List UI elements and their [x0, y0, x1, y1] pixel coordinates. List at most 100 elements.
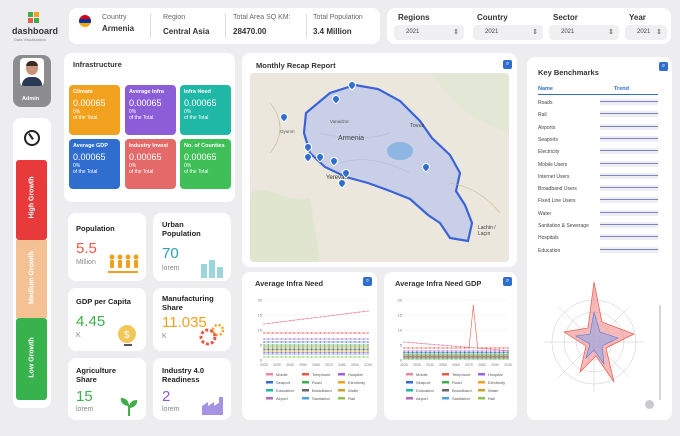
y-tick: 10	[258, 328, 263, 333]
kpi-urban-unit: lorem	[162, 265, 180, 272]
growth-low[interactable]: Low Growth	[16, 318, 47, 400]
x-tick: 2030	[273, 363, 281, 367]
legend-swatch	[478, 381, 485, 384]
infra-tile-name: Climate	[73, 89, 93, 95]
legend-swatch	[478, 397, 485, 400]
kpi-manufacturing-value: 11.035	[162, 314, 207, 331]
benchmark-row[interactable]: Airports	[538, 124, 556, 131]
legend-swatch	[338, 373, 345, 376]
country-info-card	[69, 8, 380, 44]
benchmark-row[interactable]: Water	[538, 210, 552, 217]
infra-tile[interactable]: Climate 0.00065 0% of the Total	[69, 85, 120, 135]
legend-swatch	[442, 381, 449, 384]
kpi-agriculture-title: Agriculture Share	[76, 366, 117, 384]
x-tick: 2090	[491, 363, 499, 367]
kpi-gdp-title: GDP per Capita	[76, 297, 131, 306]
infra-tile-name: No. of Counties	[184, 143, 225, 149]
filter-country-select[interactable]: 2021 ⇕	[473, 25, 543, 40]
map-label-tovuz: Tovuz	[410, 123, 425, 129]
benchmark-row[interactable]: Hospitals	[538, 235, 559, 242]
infrastructure-title: Infrastructure	[73, 60, 122, 69]
kpi-industry-title: Industry 4.0 Readiness	[162, 366, 205, 384]
legend-label: Hospital	[488, 372, 503, 377]
legend-swatch	[406, 381, 413, 384]
zoom-icon[interactable]: ⌕	[363, 277, 372, 286]
benchmark-row[interactable]: Rail	[538, 112, 547, 119]
filter-country-label: Country	[477, 13, 508, 22]
sprout-icon	[118, 396, 140, 416]
zoom-icon[interactable]: ⌕	[503, 60, 512, 69]
y-tick: 15	[258, 313, 263, 318]
y-tick: 10	[398, 328, 403, 333]
radar-slider-handle[interactable]	[645, 400, 654, 409]
infra-tile-value: 0.00065	[129, 152, 162, 162]
infra-tile[interactable]: Average Infra 0.00065 0% of the Total	[125, 85, 176, 135]
radar-slider-track[interactable]	[659, 305, 661, 400]
filter-sector-select[interactable]: 2021 ⇕	[549, 25, 619, 40]
filter-regions-select[interactable]: 2021 ⇕	[394, 25, 464, 40]
benchmark-row[interactable]: Roads	[538, 100, 553, 106]
kpi-gdp-unit: K	[76, 332, 81, 339]
benchmark-radar	[544, 281, 644, 392]
infra-tile[interactable]: Industry Invest 0.00065 0% of the Total	[125, 139, 176, 189]
benchmark-row[interactable]: Internet Users	[538, 173, 570, 180]
benchmark-trend-sparkline	[600, 222, 658, 228]
benchmark-row[interactable]: Electricity	[538, 149, 560, 156]
legend-label: Seaport	[276, 380, 291, 385]
kpi-agriculture-value: 15	[76, 388, 93, 405]
x-tick: 2020	[400, 363, 408, 367]
infra-tile[interactable]: Infra Need 0.00065 0% of the Total	[180, 85, 231, 135]
series-line	[263, 310, 369, 325]
legend-label: Education	[276, 388, 294, 393]
map-label-gyumri: Gyumri	[280, 129, 295, 134]
country-value: Armenia	[102, 24, 135, 33]
infra-tile[interactable]: Average GDP 0.00065 0% of the Total	[69, 139, 120, 189]
infra-tile-value: 0.00065	[73, 152, 106, 162]
kpi-manufacturing-card	[153, 288, 231, 351]
legend-swatch	[406, 373, 413, 376]
legend-label: Water	[488, 388, 499, 393]
benchmark-row[interactable]: Fixed Line Users	[538, 198, 576, 205]
legend-swatch	[302, 389, 309, 392]
infra-tile-name: Infra Need	[184, 89, 211, 95]
infra-tile-sub: of the Total	[73, 114, 98, 121]
benchmark-row[interactable]: Seaports	[538, 136, 559, 143]
growth-high[interactable]: High Growth	[16, 160, 47, 240]
country-label: Country	[102, 14, 127, 21]
area-label: Total Area SQ KM:	[233, 14, 291, 21]
legend-label: Hospital	[348, 372, 363, 377]
x-tick: 2080	[338, 363, 346, 367]
gauge-icon[interactable]	[24, 130, 40, 146]
benchmark-row[interactable]: Broadband Users	[538, 186, 577, 193]
benchmark-trend-sparkline	[600, 234, 658, 241]
population-total-label: Total Population	[313, 14, 363, 21]
benchmark-trend-sparkline	[600, 111, 658, 118]
x-tick: 2090	[351, 363, 359, 367]
growth-medium[interactable]: Medium Growth	[16, 240, 47, 318]
chart-infra-need-title: Average Infra Need	[255, 279, 324, 288]
y-tick: 20	[258, 298, 263, 303]
map-title: Monthly Recap Report	[256, 61, 336, 70]
infra-tile-sub: of the Total	[129, 168, 154, 175]
chevron-updown-icon: ⇕	[453, 29, 459, 36]
legend-label: Airport	[416, 396, 429, 401]
benchmark-trend-sparkline	[600, 209, 658, 216]
legend-label: Electricity	[488, 380, 505, 385]
benchmark-row[interactable]: Sanitation & Sewerage	[538, 223, 589, 229]
zoom-icon[interactable]: ⌕	[659, 62, 668, 71]
legend-swatch	[266, 397, 273, 400]
legend-label: Rail	[348, 396, 355, 401]
map-view[interactable]: Armenia Tovuz Vanadzor Gyumri Yerevan La…	[250, 73, 509, 262]
benchmark-row[interactable]: Mobile Users	[538, 161, 568, 168]
filter-year-select[interactable]: 2021 ⇕	[625, 25, 667, 40]
x-tick: 2050	[439, 363, 447, 367]
region-label: Region	[163, 14, 186, 21]
infra-tile-value: 0.00065	[73, 98, 106, 108]
benchmark-trend-sparkline	[600, 172, 658, 179]
zoom-icon[interactable]: ⌕	[503, 277, 512, 286]
benchmark-row[interactable]: Education	[538, 247, 561, 254]
infra-tile[interactable]: No. of Counties 0.00065 0% of the Total	[180, 139, 231, 189]
map-label-yerevan: Yerevan	[326, 175, 348, 181]
map-label-lachin: Lachin / Laçı̇n	[478, 225, 496, 237]
